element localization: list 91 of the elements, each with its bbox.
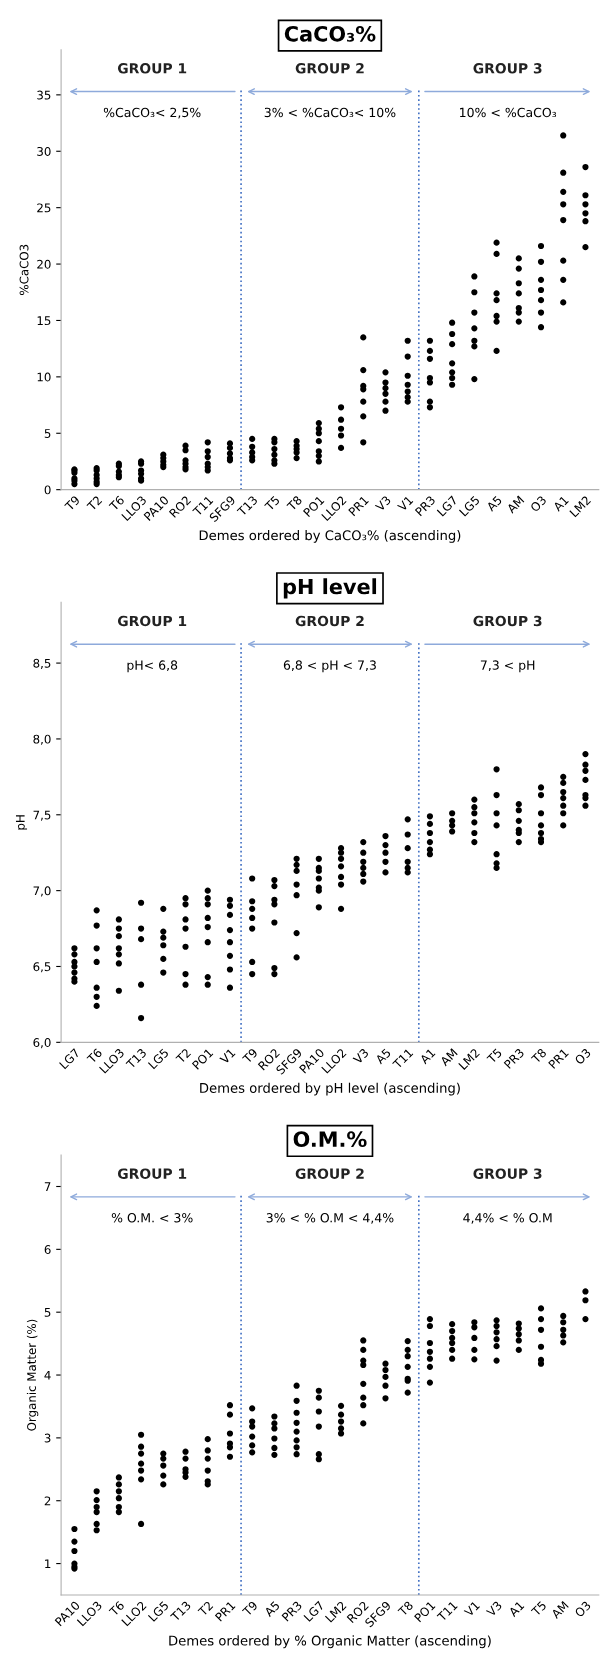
y-tick-label: 0 [44,485,51,495]
x-tick-label: AM [550,1600,569,1620]
annotation: %CaCO₃< 2,5% [103,107,201,119]
x-axis-title: Demes ordered by pH level (ascending) [200,1082,460,1096]
x-tick-label: T5 [486,1048,503,1065]
annotation: GROUP 3 [473,615,542,627]
x-tick-label: T9 [64,495,81,512]
x-tick-label: LM2 [324,1600,347,1623]
x-tick-label: LG5 [147,1048,170,1070]
y-tick-label: 8,5 [33,658,51,669]
chart-title: pH level [283,578,377,599]
x-tick-label: V3 [485,1600,503,1618]
annotation: GROUP 2 [295,1168,364,1179]
x-tick-label: T8 [397,1600,414,1617]
y-tick-label: 7,5 [33,810,51,821]
annotation: GROUP 3 [473,63,542,74]
x-tick-label: V1 [397,495,414,512]
annotation: GROUP 1 [117,615,187,627]
y-tick-label: 5 [44,1308,51,1317]
x-tick-label: V3 [374,495,392,512]
y-tick-label: 8,0 [33,734,51,745]
chart-title: CaCO₃% [284,25,376,42]
x-tick-label: PR1 [214,1600,236,1622]
x-axis-title: Demes ordered by % Organic Matter (ascending) [169,1635,491,1649]
x-tick-label: T8 [530,1047,547,1065]
x-tick-label: AM [439,1048,458,1067]
annotation: GROUP 1 [117,63,187,74]
y-tick-label: 15 [37,316,51,326]
annotation: 10% < %CaCO₃ [460,107,557,118]
x-tick-label: PR1 [348,495,369,517]
annotation: pH< 6,8 [127,660,178,673]
y-tick-label: 7,0 [33,886,51,897]
x-tick-label: T5 [264,495,281,512]
y-tick-label: 6,0 [33,1038,51,1049]
x-tick-label: T2 [175,1048,192,1064]
y-tick-label: 30 [37,146,51,156]
y-tick-label: 2 [44,1496,51,1506]
annotation: 3% < % O.M < 4,4% [266,1213,394,1224]
x-tick-label: T9 [241,1047,259,1065]
y-tick-label: 35 [37,90,51,100]
y-tick-label: 6 [44,1245,51,1254]
y-tick-label: 7 [44,1182,51,1191]
x-tick-label: T11 [436,1600,458,1622]
annotation: GROUP 2 [295,615,364,627]
y-tick-label: 4 [44,1370,51,1380]
annotation: 4,4% < % O.M [463,1213,552,1224]
x-tick-label: A5 [485,495,503,512]
y-axis-title: pH [15,815,28,830]
x-tick-label: A1 [552,495,569,512]
x-tick-label: O3 [574,1600,592,1618]
x-tick-label: T5 [530,1600,547,1617]
x-tick-label: AM [506,495,525,514]
x-tick-label: T11 [392,1048,414,1070]
y-axis-title: %CaCO3 [19,244,29,295]
annotation: % O.M. < 3% [111,1213,193,1223]
x-tick-label: PR3 [414,495,436,517]
x-tick-label: V3 [352,1048,370,1065]
x-tick-label: PO1 [413,1600,436,1623]
x-tick-label: A1 [419,1048,436,1065]
x-tick-label: T13 [125,1048,147,1070]
annotation: 7,3 < pH [480,660,535,673]
x-tick-label: T9 [241,1600,259,1617]
x-tick-label: O3 [574,1048,592,1066]
annotation: GROUP 3 [473,1168,542,1179]
x-tick-label: T13 [169,1600,192,1623]
y-tick-label: 3 [44,1433,51,1443]
y-axis-title: Organic Matter (%) [26,1319,39,1431]
x-tick-label: T8 [286,495,303,512]
y-tick-label: 5 [44,429,51,438]
annotation: 6,8 < pH < 7,3 [283,660,376,673]
x-tick-label: T2 [197,1600,214,1617]
x-tick-label: T2 [86,495,103,512]
x-tick-label: PR3 [503,1048,525,1069]
y-tick-label: 20 [37,259,51,269]
y-tick-label: 1 [45,1559,51,1569]
annotation: GROUP 2 [295,63,364,74]
chart-title: O.M.% [293,1131,367,1148]
annotation: GROUP 1 [117,1168,187,1179]
y-tick-label: 10 [37,372,51,382]
y-tick-label: 6,5 [33,962,51,973]
y-tick-label: 25 [37,203,51,213]
x-tick-label: O3 [529,495,547,513]
x-tick-label: PR1 [548,1048,569,1069]
x-tick-label: V1 [219,1048,236,1065]
annotation: 3% < %CaCO₃< 10% [264,107,396,118]
x-tick-label: A5 [263,1600,281,1618]
x-tick-label: A5 [374,1048,392,1065]
x-tick-label: V1 [463,1600,480,1618]
x-axis-title: Demes ordered by CaCO₃% (ascending) [199,530,461,543]
x-tick-label: T13 [236,495,258,517]
x-tick-label: A1 [508,1600,525,1618]
